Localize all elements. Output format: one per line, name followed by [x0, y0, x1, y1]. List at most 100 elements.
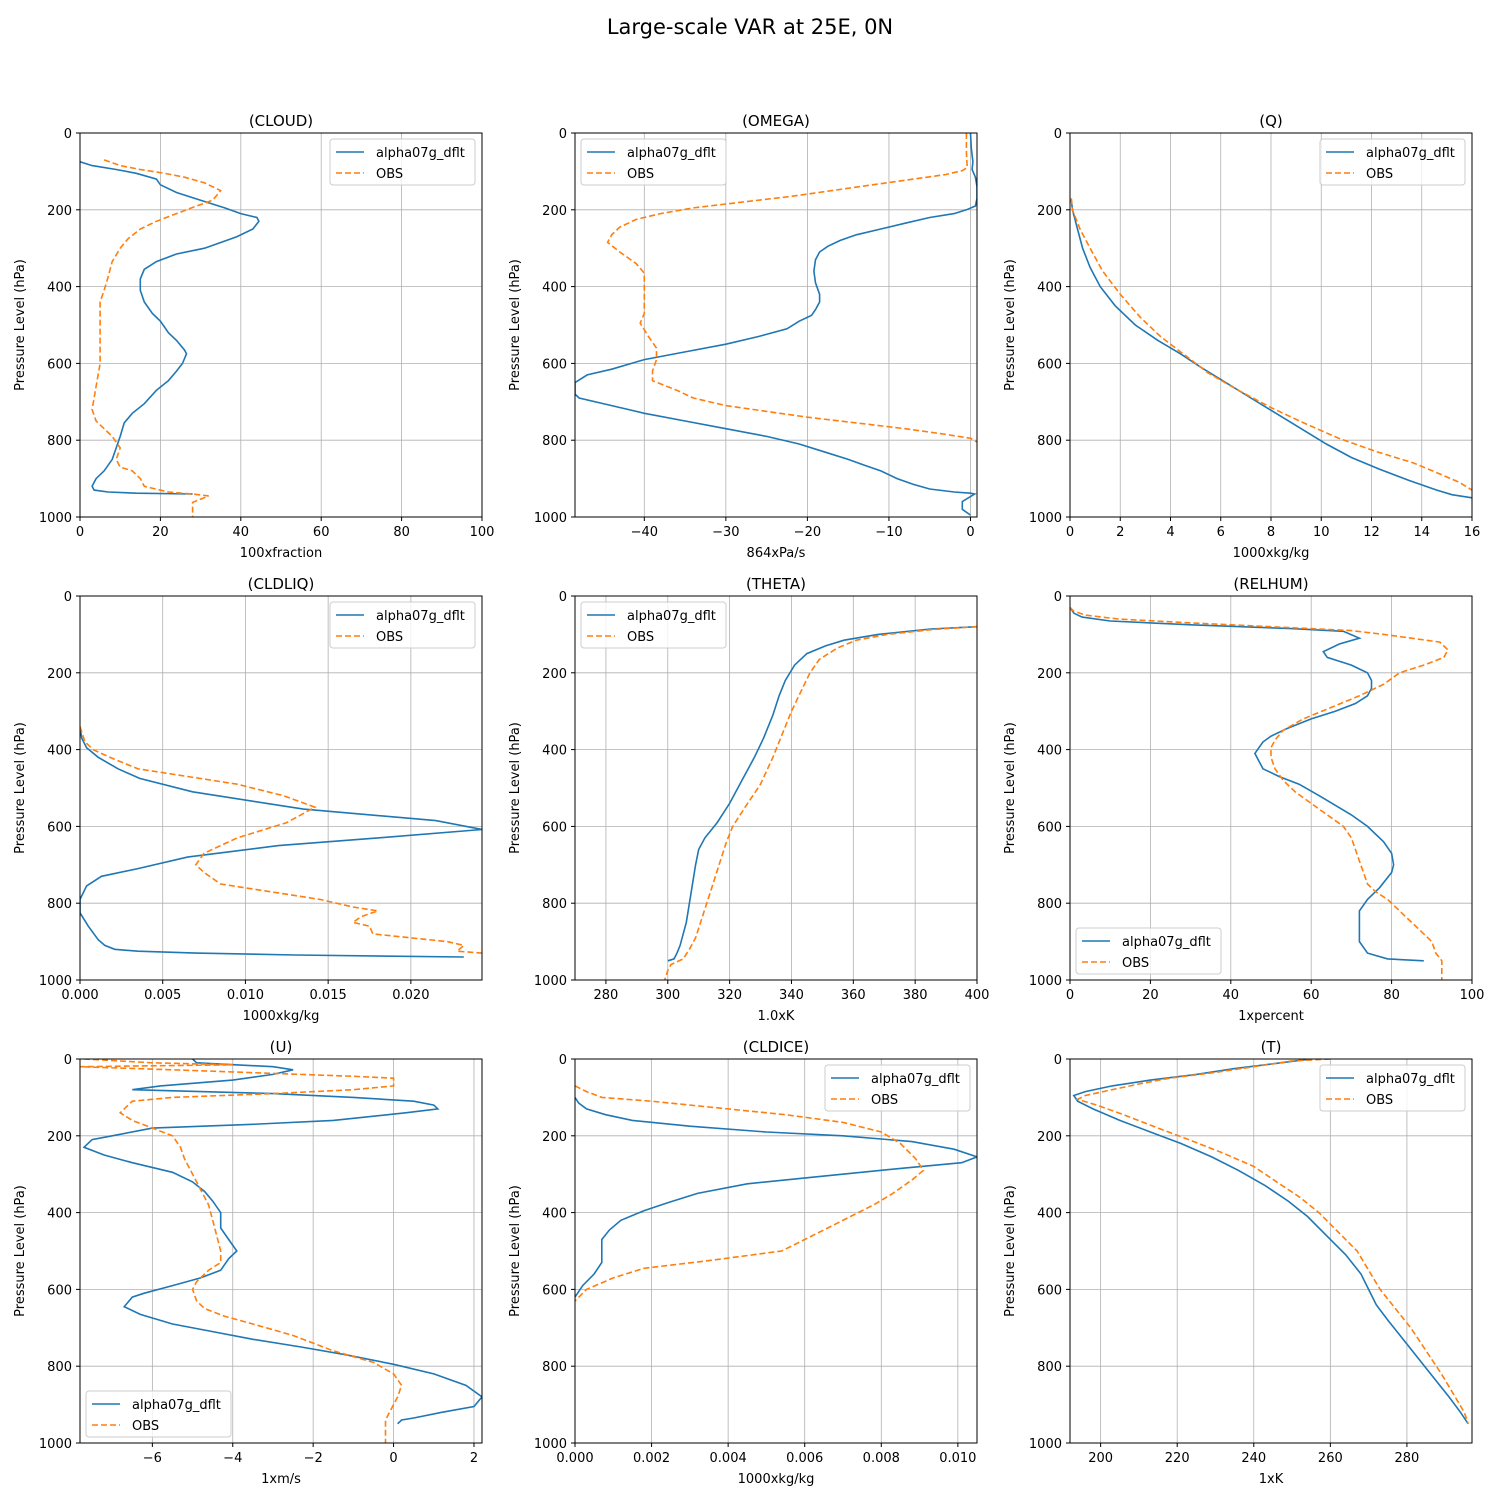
legend-label: OBS	[871, 1093, 898, 1108]
series-line-model	[1072, 1059, 1469, 1425]
legend-label: alpha07g_dflt	[627, 609, 716, 624]
x-tick-label: 0.020	[392, 988, 429, 1003]
y-axis-label: Pressure Level (hPa)	[13, 722, 28, 854]
series-line-obs	[1070, 198, 1472, 491]
y-axis-label: Pressure Level (hPa)	[1003, 259, 1018, 391]
x-tick-label: −30	[712, 525, 739, 540]
y-tick-label: 1000	[39, 974, 72, 989]
y-tick-label: 600	[542, 820, 567, 835]
y-tick-label: 200	[542, 1130, 567, 1145]
legend-label: alpha07g_dflt	[132, 1398, 221, 1413]
legend-label: OBS	[376, 167, 403, 182]
legend-box	[580, 138, 727, 186]
legend: alpha07g_dflt OBS	[1319, 138, 1466, 186]
y-tick-label: 800	[1037, 1360, 1062, 1375]
y-tick-label: 400	[47, 281, 72, 296]
subplot-title: (OMEGA)	[742, 112, 810, 130]
y-tick-label: 400	[1037, 1207, 1062, 1222]
x-tick-label: 0	[966, 525, 974, 540]
series-line-model	[575, 1096, 977, 1298]
x-tick-label: 100	[1460, 988, 1485, 1003]
plot-frame	[1069, 1058, 1473, 1444]
y-tick-label: 800	[542, 897, 567, 912]
x-axis-label: 1xpercent	[1238, 1009, 1304, 1024]
legend-box	[580, 601, 727, 649]
plot-frame	[1069, 595, 1473, 981]
series-line-obs	[80, 1059, 403, 1443]
y-tick-label: 0	[1054, 1053, 1062, 1068]
y-tick-label: 600	[542, 357, 567, 372]
x-tick-label: 0.015	[310, 988, 347, 1003]
subplot-1: −40 −30 −20 −10 0 0 200 400 600 800 1000 (OMEGA) 864…	[508, 112, 978, 561]
y-tick-label: 1000	[534, 974, 567, 989]
x-tick-label: 40	[233, 525, 250, 540]
legend: alpha07g_dflt OBS	[1319, 1064, 1466, 1112]
x-tick-label: 12	[1363, 525, 1380, 540]
x-tick-label: 20	[152, 525, 169, 540]
subplot-title: (U)	[270, 1038, 293, 1056]
x-tick-label: 0	[1066, 525, 1074, 540]
series-line-obs	[80, 726, 482, 954]
subplot-3: 0.000 0.005 0.010 0.015 0.020 0 200 400 600 800 10…	[13, 575, 483, 1024]
subplot-title: (Q)	[1259, 112, 1283, 130]
y-tick-label: 200	[47, 1130, 72, 1145]
y-tick-label: 400	[542, 744, 567, 759]
x-tick-label: −4	[223, 1451, 242, 1466]
x-tick-label: 8	[1267, 525, 1275, 540]
x-tick-label: 0.000	[61, 988, 98, 1003]
x-tick-label: 360	[841, 988, 866, 1003]
y-tick-label: 400	[47, 744, 72, 759]
x-tick-label: 10	[1313, 525, 1330, 540]
y-axis-label: Pressure Level (hPa)	[1003, 722, 1018, 854]
x-tick-label: 340	[779, 988, 804, 1003]
legend-box	[1075, 927, 1222, 975]
subplot-title: (CLDLIQ)	[248, 575, 315, 593]
x-axis-label: 1000xkg/kg	[738, 1472, 815, 1487]
y-tick-label: 400	[542, 1207, 567, 1222]
x-tick-label: 0	[389, 1451, 397, 1466]
x-tick-label: 0.002	[633, 1451, 670, 1466]
series-line-model	[82, 1059, 482, 1425]
legend-label: OBS	[1122, 956, 1149, 971]
x-tick-label: 0	[1066, 988, 1074, 1003]
y-tick-label: 600	[1037, 820, 1062, 835]
subplot-5: 0 20 40 60 80 10002004006008001000(RELHUM)1xp…	[1003, 575, 1484, 1024]
x-axis-label: 100xfraction	[240, 546, 322, 561]
x-tick-label: −6	[143, 1451, 162, 1466]
y-tick-label: 0	[64, 127, 72, 142]
x-tick-label: 60	[1303, 988, 1320, 1003]
series-line-obs	[1075, 1059, 1469, 1425]
x-axis-label: 1000xkg/kg	[243, 1009, 320, 1024]
x-tick-label: 80	[393, 525, 410, 540]
series-line-model	[80, 161, 260, 495]
subplot-4: 280 300 320 340 360 380 400 0 200 400 600 800 1000 (T…	[508, 575, 989, 1024]
y-tick-label: 1000	[534, 511, 567, 526]
y-tick-label: 1000	[534, 1437, 567, 1452]
y-tick-label: 1000	[1029, 974, 1062, 989]
y-tick-label: 400	[47, 1207, 72, 1222]
legend-label: alpha07g_dflt	[376, 609, 465, 624]
y-axis-label: Pressure Level (hPa)	[1003, 1185, 1018, 1317]
plot-frame	[79, 132, 483, 518]
subplot-0: 0 20 40 60 80 10002004006008001000(CLOUD)100x…	[13, 112, 494, 561]
legend-label: OBS	[627, 630, 654, 645]
y-tick-label: 600	[1037, 1283, 1062, 1298]
x-tick-label: 0.010	[227, 988, 264, 1003]
figure-title: Large-scale VAR at 25E, 0N	[606, 15, 894, 39]
y-axis-label: Pressure Level (hPa)	[13, 259, 28, 391]
y-tick-label: 800	[542, 1360, 567, 1375]
y-tick-label: 0	[1054, 590, 1062, 605]
legend-label: OBS	[627, 167, 654, 182]
x-tick-label: 16	[1464, 525, 1481, 540]
x-tick-label: −2	[304, 1451, 323, 1466]
y-tick-label: 1000	[39, 1437, 72, 1452]
y-tick-label: 200	[47, 667, 72, 682]
legend-label: alpha07g_dflt	[871, 1072, 960, 1087]
legend: alpha07g_dflt OBS	[824, 1064, 971, 1112]
legend: alpha07g_dflt OBS	[580, 601, 727, 649]
x-tick-label: 0	[76, 525, 84, 540]
legend: alpha07g_dflt OBS	[580, 138, 727, 186]
y-tick-label: 800	[1037, 897, 1062, 912]
y-tick-label: 800	[47, 1360, 72, 1375]
y-tick-label: 800	[47, 897, 72, 912]
